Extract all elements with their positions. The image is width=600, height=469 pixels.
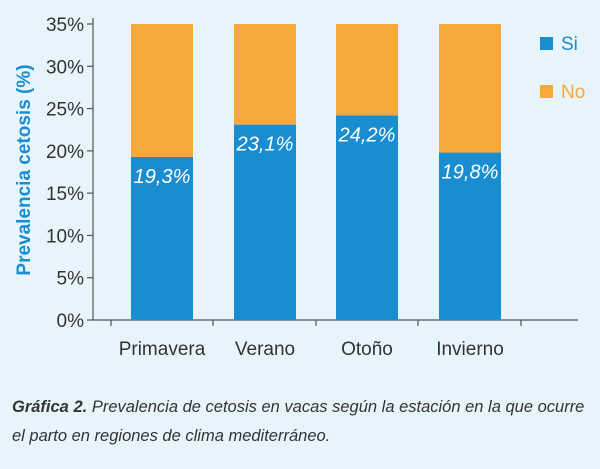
legend-swatch-no xyxy=(540,85,553,98)
bar-no xyxy=(439,24,501,153)
y-tick-label: 15% xyxy=(46,184,84,205)
data-label: 24,2% xyxy=(338,124,396,146)
legend-swatch-si xyxy=(540,37,553,50)
y-tick-label: 30% xyxy=(46,57,84,78)
bar-no xyxy=(336,24,398,116)
data-label: 23,1% xyxy=(236,134,294,156)
bar-no xyxy=(234,24,296,125)
caption-label: Gráfica 2. xyxy=(12,398,88,416)
x-tick-label: Otoño xyxy=(341,339,393,360)
x-tick-label: Invierno xyxy=(436,339,504,360)
x-tick-label: Primavera xyxy=(119,339,206,360)
y-tick-label: 10% xyxy=(46,226,84,247)
bar-si xyxy=(439,152,501,320)
caption-text: Prevalencia de cetosis en vacas según la… xyxy=(12,398,585,445)
axes: 0% 5% 10% 15% 20% 25% 30% 35% Primavera Verano Oto… xyxy=(46,15,578,360)
x-tick-label: Verano xyxy=(235,339,295,360)
bar-si xyxy=(234,124,296,320)
bars: 19,3% 23,1% 24,2% 19,8% xyxy=(131,24,501,320)
data-label: 19,8% xyxy=(442,162,499,184)
y-tick-label: 0% xyxy=(57,311,85,332)
legend-label-no: No xyxy=(561,82,585,103)
bar-no xyxy=(131,24,193,157)
y-axis-label: Prevalencia cetosis (%) xyxy=(14,64,35,275)
y-tick-label: 5% xyxy=(57,269,85,290)
y-tick-label: 20% xyxy=(46,142,84,163)
legend-label-si: Si xyxy=(561,34,578,55)
figure-caption: Gráfica 2. Prevalencia de cetosis en vac… xyxy=(12,393,592,451)
legend: Si No xyxy=(540,34,585,103)
y-tick-label: 35% xyxy=(46,15,84,36)
chart: Prevalencia cetosis (%) 0% 5% 10% 15% 20% 25%… xyxy=(14,15,585,360)
y-tick-label: 25% xyxy=(46,100,84,121)
data-label: 19,3% xyxy=(134,166,191,188)
bar-si xyxy=(336,115,398,320)
bar-si xyxy=(131,156,193,320)
